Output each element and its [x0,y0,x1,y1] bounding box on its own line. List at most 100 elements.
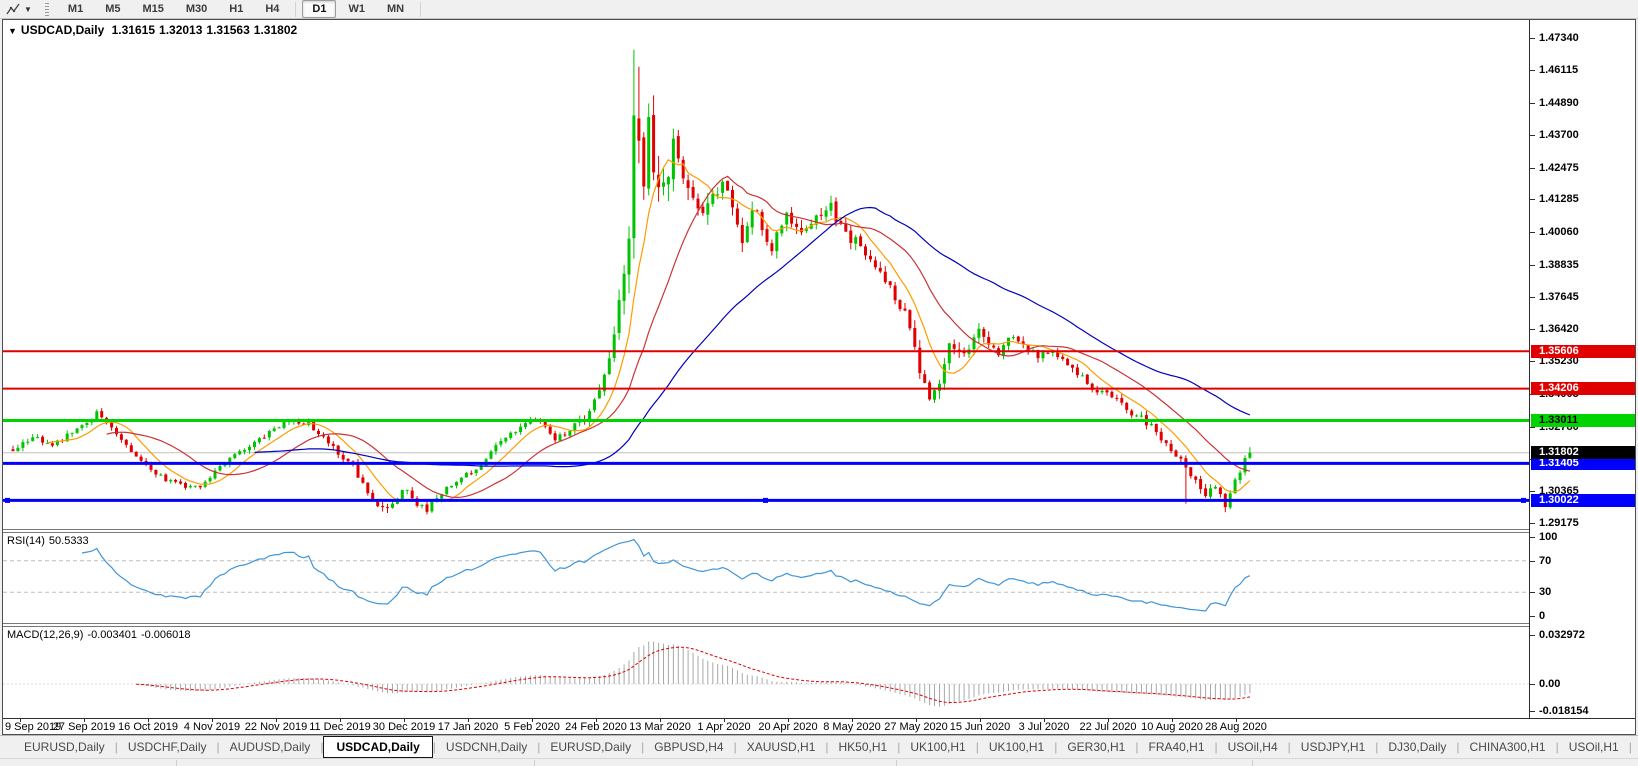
timeframe-button-m1[interactable]: M1 [67,3,84,15]
timeframe-button-m15[interactable]: M15 [142,3,164,15]
tab-china300-h1[interactable]: CHINA300,H1 [1469,740,1546,754]
price-axis-tick: -0.018154 [1539,705,1589,717]
status-divider [176,760,177,766]
date-axis-label: 1 Apr 2020 [697,721,751,733]
date-tick-mark [1044,719,1045,722]
tab-separator: | [1054,740,1058,754]
rsi-name: RSI(14) [7,535,45,547]
tab-xauusd-h1[interactable]: XAUUSD,H1 [746,740,816,754]
date-axis-label: 17 Jan 2020 [437,721,499,733]
date-tick-mark [404,719,405,722]
tab-separator: | [1214,740,1218,754]
collapse-triangle-icon[interactable]: ▼ [8,26,17,36]
date-tick-mark [276,719,277,722]
tab-audusd-daily[interactable]: AUDUSD,Daily [229,740,311,754]
date-axis-label: 22 Jul 2020 [1079,721,1137,733]
date-axis-label: 24 Feb 2020 [565,721,627,733]
main-chart-pane[interactable]: ▼ USDCAD,Daily 1.31615 1.32013 1.31563 1.318… [3,20,1529,529]
date-axis-label: 11 Dec 2019 [309,721,371,733]
tab-uk100-h1[interactable]: UK100,H1 [910,740,966,754]
date-tick-mark [596,719,597,722]
timeframe-button-d1[interactable]: D1 [302,0,337,18]
macd-main-value: -0.003401 [87,629,137,641]
date-axis-label: 15 Jun 2020 [949,721,1011,733]
date-tick-mark [916,719,917,722]
pane-splitter[interactable] [3,529,1635,533]
candlestick-chart[interactable] [3,20,1529,529]
timeframe-button-mn[interactable]: MN [386,3,405,15]
price-axis-tick: 1.36420 [1539,323,1579,335]
axis-tick-mark [1530,592,1535,593]
tab-usdchf-daily[interactable]: USDCHF,Daily [127,740,207,754]
axis-tick-mark [1530,103,1535,104]
hline-price-label: 1.35606 [1531,345,1635,358]
ohlc-open: 1.31615 [111,23,156,37]
price-axis-tick: 70 [1539,555,1552,567]
date-tick-mark [84,719,85,722]
tab-usoil-h1[interactable]: USOil,H1 [1568,740,1619,754]
date-axis[interactable]: 9 Sep 2019 27 Sep 2019 16 Oct 2019 4 Nov 20… [3,718,1635,734]
date-axis-label: 8 May 2020 [823,721,881,733]
date-axis-label: 27 Sep 2019 [52,721,116,733]
tab-gbpusd-h4[interactable]: GBPUSD,H4 [654,740,724,754]
tab-separator: | [1555,740,1559,754]
tab-usdjpy-h1[interactable]: USDJPY,H1 [1300,740,1366,754]
axis-tick-mark [1530,199,1535,200]
tab-eurusd-daily[interactable]: EURUSD,Daily [550,740,632,754]
tab-separator: | [733,740,737,754]
macd-label: MACD(12,26,9) -0.003401 -0.006018 [7,629,195,641]
rsi-pane[interactable]: RSI(14) 50.5333 [3,533,1529,623]
axis-tick-mark [1530,135,1535,136]
hline-price-label: 1.31802 [1531,446,1635,459]
status-divider [896,760,897,766]
axis-tick-mark [1530,684,1535,685]
date-tick-mark [980,719,981,722]
axis-tick-mark [1530,70,1535,71]
tab-hk50-h1[interactable]: HK50,H1 [838,740,888,754]
tab-separator: | [320,740,324,754]
pane-splitter[interactable] [3,623,1635,627]
macd-pane[interactable]: MACD(12,26,9) -0.003401 -0.006018 [3,627,1529,718]
chart-title: ▼ USDCAD,Daily 1.31615 1.32013 1.31563 1.318… [8,23,301,37]
chart-symbol: USDCAD,Daily [20,23,105,37]
toolbar-separator [295,1,297,17]
rsi-chart [3,538,1529,612]
price-axis[interactable]: 1.47340 1.46115 1.44890 1.43700 1.42475 1.412… [1529,20,1635,718]
date-axis-label: 3 Jul 2020 [1018,721,1070,733]
toolbar-grip[interactable] [44,2,49,16]
tab-fra40-h1[interactable]: FRA40,H1 [1148,740,1205,754]
status-strip [0,758,1638,766]
tab-usoil-h4[interactable]: USOil,H4 [1227,740,1278,754]
tab-separator: | [975,740,979,754]
hline-price-label: 1.30022 [1531,494,1635,507]
timeframe-button-w1[interactable]: W1 [348,3,365,15]
line-studies-icon [6,3,20,14]
axis-tick-mark [1530,711,1535,712]
date-tick-mark [340,719,341,722]
timeframe-toolbar: ▼ M1 M5 M15 M30 H1 H4 D1 W1 MN [0,0,1638,19]
toolbar-separator [420,1,422,17]
date-axis-label: 22 Nov 2019 [244,721,308,733]
timeframe-button-m30[interactable]: M30 [185,3,208,15]
tab-separator: | [216,740,220,754]
date-tick-mark [148,719,149,722]
hline-price-label: 1.33011 [1531,414,1635,427]
tab-dj30-daily[interactable]: DJ30,Daily [1388,740,1447,754]
tab-usdcad-daily[interactable]: USDCAD,Daily [323,736,433,758]
tab-ger30-h1[interactable]: GER30,H1 [1067,740,1126,754]
date-axis-label: 16 Oct 2019 [118,721,178,733]
rsi-value: 50.5333 [48,535,89,547]
timeframe-button-h1[interactable]: H1 [229,3,244,15]
tab-usdcnh-daily[interactable]: USDCNH,Daily [445,740,528,754]
tab-uk100-h1[interactable]: UK100,H1 [988,740,1045,754]
date-axis-label: 5 Feb 2020 [504,721,560,733]
tab-eurusd-daily[interactable]: EURUSD,Daily [24,740,105,754]
line-studies-button[interactable]: ▼ [0,1,35,18]
date-axis-label: 9 Sep 2019 [5,721,62,733]
price-axis-tick: 1.44890 [1539,97,1579,109]
tab-separator: | [1375,740,1379,754]
rsi-label: RSI(14) 50.5333 [7,535,93,547]
timeframe-button-m5[interactable]: M5 [105,3,121,15]
axis-tick-mark [1530,265,1535,266]
timeframe-button-h4[interactable]: H4 [265,3,280,15]
